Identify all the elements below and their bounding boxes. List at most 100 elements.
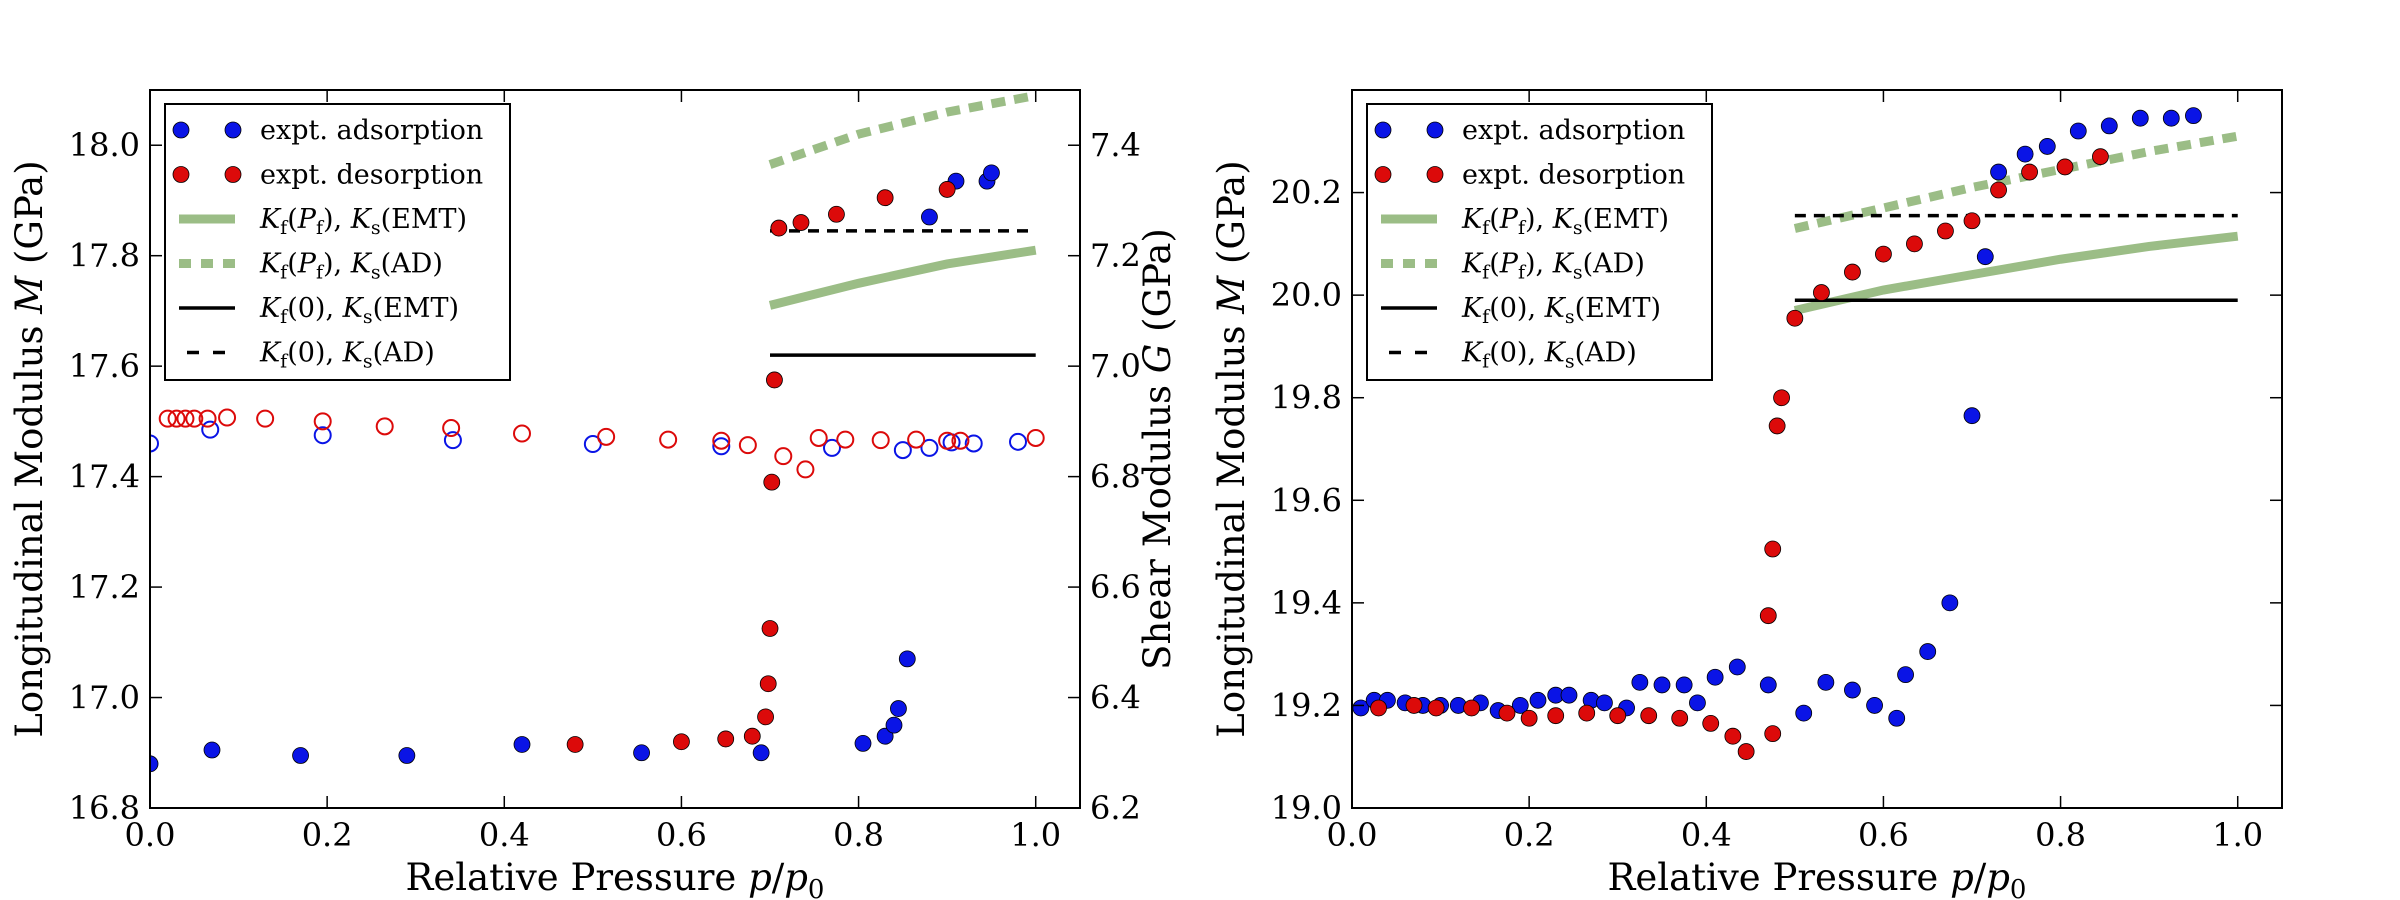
data-point bbox=[1724, 727, 1742, 745]
y-right-tick-label: 7.0 bbox=[1090, 347, 1141, 385]
legend-label: Kf(0), Ks(EMT) bbox=[259, 293, 459, 328]
y-tick-label: 19.2 bbox=[1271, 686, 1342, 724]
data-point bbox=[983, 164, 1000, 182]
y-tick-label: 17.0 bbox=[69, 679, 140, 717]
data-point bbox=[1773, 389, 1790, 407]
x-tick-label: 1.0 bbox=[1010, 816, 1061, 854]
legend-marker bbox=[224, 166, 242, 183]
data-point bbox=[1764, 540, 1782, 558]
data-point bbox=[1520, 709, 1538, 727]
legend-box bbox=[1366, 103, 1713, 381]
data-point bbox=[2069, 122, 2087, 140]
data-point bbox=[1906, 235, 1923, 253]
data-point bbox=[2185, 107, 2202, 125]
legend-marker bbox=[1374, 166, 1392, 183]
data-point bbox=[1560, 686, 1578, 704]
x-tick-label: 0.8 bbox=[833, 816, 884, 854]
data-point bbox=[1813, 284, 1830, 301]
data-point bbox=[2131, 109, 2149, 127]
open-data-point bbox=[712, 437, 731, 456]
data-point bbox=[921, 208, 938, 226]
legend-label: expt. adsorption bbox=[260, 115, 483, 146]
open-data-point bbox=[809, 428, 828, 447]
legend-marker bbox=[172, 166, 190, 183]
data-point bbox=[1463, 699, 1480, 717]
legend-marker bbox=[1426, 166, 1444, 183]
data-point bbox=[761, 620, 779, 637]
y-tick-label: 19.8 bbox=[1271, 379, 1342, 417]
data-point bbox=[1671, 709, 1689, 727]
legend-label: Kf(Pf), Ks(AD) bbox=[1461, 249, 1645, 284]
open-data-point bbox=[167, 409, 186, 428]
data-point bbox=[1596, 694, 1613, 712]
open-data-point bbox=[836, 430, 855, 449]
data-point bbox=[1689, 694, 1706, 712]
data-point bbox=[766, 371, 783, 389]
data-point bbox=[1706, 668, 1724, 686]
open-data-point bbox=[313, 412, 332, 431]
data-point bbox=[1786, 309, 1804, 327]
data-point bbox=[1498, 704, 1516, 722]
y-right-tick-label: 6.4 bbox=[1090, 679, 1141, 717]
data-point bbox=[1759, 676, 1777, 694]
open-data-point bbox=[796, 460, 815, 479]
data-point bbox=[938, 181, 956, 198]
data-point bbox=[1844, 263, 1861, 281]
y-tick-label: 17.4 bbox=[69, 458, 140, 496]
data-point bbox=[743, 727, 761, 745]
legend-marker bbox=[1426, 121, 1444, 139]
data-point bbox=[2056, 158, 2074, 176]
x-tick-label: 0.6 bbox=[1858, 816, 1909, 854]
data-point bbox=[1737, 743, 1755, 760]
data-point bbox=[1511, 697, 1529, 714]
data-point bbox=[1759, 607, 1777, 625]
y-tick-label: 17.6 bbox=[69, 347, 140, 385]
y-tick-label: 20.0 bbox=[1271, 276, 1342, 314]
open-data-point bbox=[201, 420, 220, 439]
data-point bbox=[1768, 417, 1786, 435]
data-point bbox=[1976, 248, 1994, 266]
data-point bbox=[1529, 691, 1547, 709]
data-point bbox=[1405, 697, 1423, 714]
data-point bbox=[770, 219, 788, 237]
data-point bbox=[1547, 707, 1565, 725]
data-point bbox=[876, 189, 894, 207]
y-tick-label: 19.4 bbox=[1271, 584, 1342, 622]
data-point bbox=[2021, 163, 2038, 181]
chart-panel-2: 0.0 0.2 0.4 0.6 0.8 1.0 19.0 19.2 19.4 19.6 19.8 20… bbox=[1210, 89, 2283, 900]
open-data-point bbox=[738, 436, 757, 455]
x-axis-label: Relative Pressure p/p0 bbox=[406, 856, 825, 900]
data-point bbox=[1897, 666, 1914, 684]
data-point bbox=[1795, 704, 1813, 722]
open-data-point bbox=[951, 431, 970, 450]
data-point bbox=[1919, 643, 1937, 660]
data-point bbox=[1728, 658, 1746, 676]
open-data-point bbox=[158, 409, 177, 428]
x-tick-label: 0.8 bbox=[2035, 816, 2086, 854]
data-point bbox=[1817, 673, 1835, 691]
open-data-point bbox=[442, 419, 461, 438]
data-point bbox=[1427, 699, 1445, 717]
data-point bbox=[673, 733, 690, 751]
legend-label: expt. desorption bbox=[260, 160, 483, 191]
legend-box bbox=[164, 103, 511, 381]
data-point bbox=[1653, 676, 1671, 694]
open-data-point bbox=[176, 409, 195, 428]
open-data-point bbox=[774, 447, 793, 466]
data-point bbox=[752, 744, 770, 762]
data-point bbox=[759, 675, 777, 693]
legend-label: expt. adsorption bbox=[1462, 115, 1685, 146]
plot-frame bbox=[1351, 89, 2283, 809]
legend-label: Kf(0), Ks(AD) bbox=[259, 338, 435, 373]
legend-label: Kf(0), Ks(AD) bbox=[1461, 338, 1637, 373]
data-point bbox=[1941, 594, 1959, 612]
legend: expt. adsorption expt. desorption Kf(Pf), … bbox=[1366, 103, 1713, 381]
legend: expt. adsorption expt. desorption Kf(Pf), … bbox=[164, 103, 511, 381]
open-data-point bbox=[218, 408, 237, 427]
data-point bbox=[1370, 699, 1387, 717]
data-point bbox=[1963, 407, 1981, 425]
legend-label: Kf(Pf), Ks(EMT) bbox=[259, 204, 467, 239]
open-data-point bbox=[185, 409, 204, 428]
legend-label: Kf(Pf), Ks(EMT) bbox=[1461, 204, 1669, 239]
